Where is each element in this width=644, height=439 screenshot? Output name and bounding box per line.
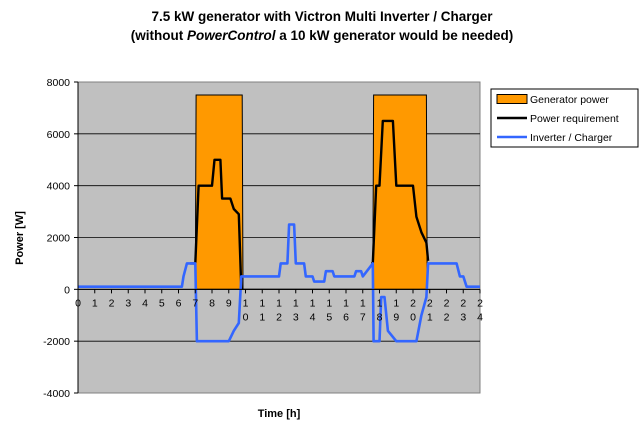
chart-title-line-1: 7.5 kW generator with Victron Multi Inve… xyxy=(151,9,493,24)
power-requirement-line xyxy=(190,158,243,290)
y-tick-label: 6000 xyxy=(47,129,71,141)
y-tick-label: 8000 xyxy=(47,77,71,89)
series-line-layer xyxy=(78,119,480,343)
inverter-charger-line xyxy=(78,223,480,343)
x-tick-label: 2 xyxy=(460,297,466,309)
x-tick-label: 1 xyxy=(310,297,316,309)
y-tick-label: -4000 xyxy=(43,388,70,400)
x-tick-label: 9 xyxy=(226,297,232,309)
x-tick-label-second-digit: 2 xyxy=(444,311,450,323)
y-tick-label: 2000 xyxy=(47,233,71,245)
x-tick-label: 0 xyxy=(75,297,81,309)
x-tick-label-second-digit: 7 xyxy=(360,311,366,323)
x-tick-label: 1 xyxy=(343,297,349,309)
x-tick-label-second-digit: 4 xyxy=(477,311,483,323)
x-tick-label: 8 xyxy=(209,297,215,309)
legend-item-power-requirement-label: Power requirement xyxy=(530,113,619,125)
chart-title-line-2-italic: PowerControl xyxy=(187,28,276,43)
x-tick-label-second-digit: 3 xyxy=(293,311,299,323)
x-tick-label: 5 xyxy=(159,297,165,309)
legend: Generator power Power requirement Inverter… xyxy=(490,88,639,148)
x-tick-label: 4 xyxy=(142,297,148,309)
y-tick-label: -2000 xyxy=(43,336,70,348)
x-tick-label: 1 xyxy=(293,297,299,309)
x-tick-label: 1 xyxy=(259,297,265,309)
x-tick-label: 2 xyxy=(427,297,433,309)
x-tick-label: 2 xyxy=(444,297,450,309)
axes xyxy=(74,81,481,394)
x-tick-label-second-digit: 0 xyxy=(243,311,249,323)
chart-title-line-2-prefix: (without xyxy=(131,28,187,43)
x-tick-label-second-digit: 4 xyxy=(310,311,316,323)
legend-item-inverter-charger-label: Inverter / Charger xyxy=(530,132,613,144)
y-tick-label: 4000 xyxy=(47,181,71,193)
x-tick-label: 1 xyxy=(326,297,332,309)
x-tick-label-second-digit: 9 xyxy=(393,311,399,323)
x-tick-label-second-digit: 1 xyxy=(259,311,265,323)
chart-title-line-2-suffix: a 10 kW generator would be needed) xyxy=(275,28,513,43)
x-tick-label: 1 xyxy=(393,297,399,309)
x-tick-label: 2 xyxy=(410,297,416,309)
x-tick-label-second-digit: 3 xyxy=(460,311,466,323)
x-tick-label-second-digit: 1 xyxy=(427,311,433,323)
chart-title: 7.5 kW generator with Victron Multi Inve… xyxy=(131,9,514,43)
x-tick-label: 7 xyxy=(192,297,198,309)
chart-title-line-2: (without PowerControl a 10 kW generator … xyxy=(131,28,514,43)
x-tick-label: 1 xyxy=(243,297,249,309)
y-axis-label: Power [W] xyxy=(14,211,26,265)
x-tick-label-second-digit: 0 xyxy=(410,311,416,323)
x-axis-label: Time [h] xyxy=(258,408,301,420)
y-tick-labels: 8000 6000 4000 2000 0 -2000 -4000 xyxy=(43,77,70,400)
x-tick-label: 6 xyxy=(176,297,182,309)
x-tick-label-second-digit: 6 xyxy=(343,311,349,323)
x-tick-label: 1 xyxy=(377,297,383,309)
x-tick-label: 2 xyxy=(109,297,115,309)
power-requirement-line xyxy=(371,119,430,265)
x-tick-label: 1 xyxy=(276,297,282,309)
x-tick-label-second-digit: 8 xyxy=(377,311,383,323)
legend-item-generator-power-swatch xyxy=(496,94,528,104)
x-tick-label-second-digit: 2 xyxy=(276,311,282,323)
y-tick-label: 0 xyxy=(64,284,70,296)
x-tick-label: 1 xyxy=(360,297,366,309)
x-tick-label: 3 xyxy=(125,297,131,309)
x-tick-label: 1 xyxy=(92,297,98,309)
legend-item-generator-power-label: Generator power xyxy=(530,94,609,106)
x-tick-label-second-digit: 5 xyxy=(326,311,332,323)
x-tick-label: 2 xyxy=(477,297,483,309)
